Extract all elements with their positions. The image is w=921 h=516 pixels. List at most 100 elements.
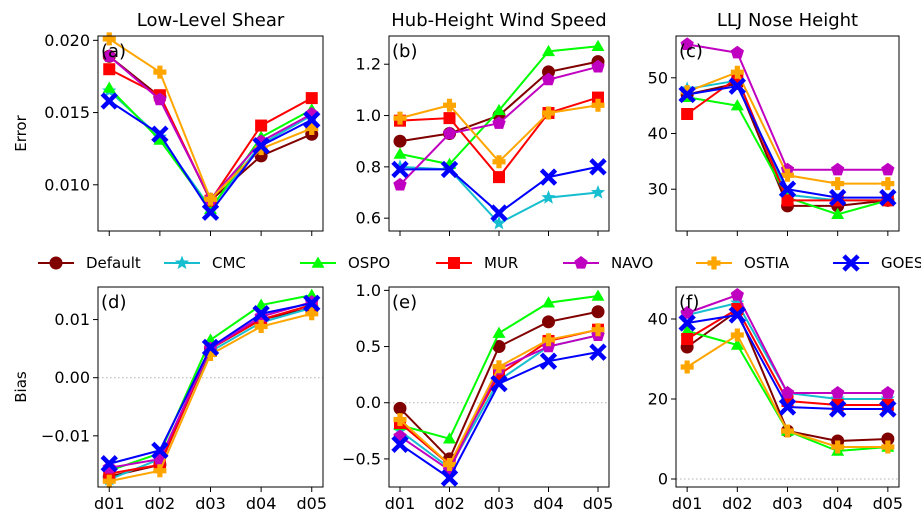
- data-point-navo-d03: [492, 116, 506, 129]
- data-point-ostia-d01: [393, 111, 407, 125]
- data-point-ospo-d02: [443, 432, 456, 444]
- legend-item-default: Default: [38, 254, 141, 272]
- data-point-mur-d03: [493, 171, 505, 184]
- data-point-default-d05: [881, 432, 895, 446]
- data-point-default-d04: [542, 315, 555, 329]
- series-line-default: [686, 309, 888, 443]
- data-point-default-d01: [393, 134, 407, 148]
- data-point-goes-16-d04: [828, 188, 847, 207]
- data-point-ostia-d03: [781, 424, 794, 438]
- data-point-goes-16-d04: [539, 168, 558, 186]
- data-point-goes-16-d05: [879, 188, 897, 207]
- data-point-ospo-d01: [102, 81, 116, 93]
- y-tick-label: 1.2: [356, 55, 381, 74]
- series-line-navo: [108, 55, 313, 201]
- data-point-goes-16-d04: [828, 400, 847, 418]
- data-point-ospo-d04: [542, 296, 555, 308]
- data-point-ostia-d04: [831, 177, 845, 191]
- y-tick-label: −0.01: [41, 426, 90, 445]
- data-point-ostia-d03: [492, 155, 506, 169]
- x-tick-label: d01: [672, 494, 703, 513]
- series-line-ospo: [108, 87, 313, 212]
- y-tick-label: 0.0: [356, 393, 381, 412]
- data-point-goes-16-d05: [589, 158, 607, 176]
- series-goes-16: [391, 343, 607, 487]
- legend-label: OSTIA: [744, 254, 790, 272]
- legend-marker-goes-16: [842, 254, 860, 272]
- legend-marker-navo: [574, 256, 588, 269]
- data-point-ostia-d05: [591, 98, 605, 112]
- data-point-navo-d02: [442, 126, 457, 140]
- x-tick-label: d03: [484, 494, 515, 513]
- data-point-ostia-d01: [102, 474, 116, 488]
- data-point-ospo-d05: [591, 289, 605, 301]
- series-line-mur: [686, 76, 888, 202]
- data-point-goes-16-d03: [778, 180, 797, 198]
- data-point-goes-16-d04: [252, 305, 270, 323]
- data-point-navo-d01: [680, 37, 694, 51]
- series-goes-16: [100, 92, 321, 221]
- data-point-ostia-d01: [393, 413, 407, 427]
- series-goes-16: [100, 294, 321, 473]
- series-line-mur: [109, 304, 313, 475]
- data-point-goes-16-d04: [252, 137, 270, 155]
- data-point-goes-16-d03: [490, 374, 508, 393]
- data-point-ospo-d02: [153, 133, 167, 145]
- data-point-navo-d01: [102, 49, 116, 62]
- data-point-goes-16-d03: [201, 338, 220, 357]
- series-navo: [680, 288, 895, 399]
- data-point-ospo-d04: [254, 298, 268, 310]
- y-tick-label: 1.0: [356, 281, 381, 300]
- data-point-ospo-d01: [393, 147, 407, 159]
- panel-d: −0.01 0.00 0.01 d01 d02 d03 d04 d05 (d) Bias: [12, 286, 327, 513]
- y-tick-label: 30: [648, 180, 668, 199]
- data-point-goes-16-d05: [879, 400, 897, 418]
- series-goes-16: [391, 158, 607, 222]
- data-point-ostia-d02: [443, 98, 456, 112]
- series-ostia: [680, 328, 895, 454]
- data-point-ostia-d02: [443, 458, 456, 472]
- x-tick-label: d01: [385, 494, 416, 513]
- data-point-mur-d05: [305, 92, 318, 105]
- data-point-goes-16-d02: [728, 306, 747, 324]
- data-point-ostia-d05: [305, 121, 319, 135]
- data-point-navo-d01: [680, 306, 694, 319]
- x-tick-label: d03: [195, 494, 226, 513]
- series-ostia: [102, 307, 319, 488]
- data-point-cmc-d01: [392, 159, 408, 173]
- series-navo: [102, 49, 319, 205]
- legend-marker-default: [49, 256, 63, 270]
- legend-item-ospo: OSPO: [300, 254, 390, 272]
- legend-item-ostia: OSTIA: [696, 254, 790, 272]
- data-point-navo-d04: [541, 72, 556, 86]
- series-goes-16: [678, 77, 897, 207]
- legend-label: CMC: [212, 254, 246, 272]
- data-point-goes-16-d01: [391, 435, 409, 453]
- data-point-ostia-d04: [254, 320, 268, 334]
- data-point-ospo-d04: [831, 207, 845, 220]
- y-axis-label: Bias: [12, 371, 30, 403]
- x-tick-label: d05: [873, 494, 904, 513]
- data-point-cmc-d03: [491, 215, 507, 230]
- data-point-navo-d01: [393, 177, 407, 191]
- legend-label: OSPO: [348, 254, 390, 272]
- data-point-ostia-d03: [204, 192, 217, 206]
- data-point-navo-d02: [730, 288, 744, 301]
- data-point-ostia-d04: [831, 440, 845, 454]
- series-line-cmc: [108, 90, 313, 210]
- panel-a: 0.010 0.015 0.020 (a) Low-Level Shear Error: [12, 10, 324, 236]
- y-tick-label: 0.015: [44, 103, 90, 122]
- data-point-goes-16-d02: [151, 125, 169, 143]
- panel-label: (e): [392, 292, 417, 313]
- y-tick-label: 0: [658, 470, 668, 489]
- series-mur: [103, 63, 318, 207]
- panel-f: 0 20 40 d01 d02 d03 d04 d05 (f): [648, 286, 904, 513]
- data-point-goes-16-d02: [728, 77, 747, 95]
- series-line-navo: [686, 43, 888, 171]
- data-point-goes-16-d05: [303, 111, 321, 129]
- data-point-mur-d05: [592, 91, 604, 104]
- y-tick-label: 1.0: [356, 106, 381, 125]
- data-point-goes-16-d01: [678, 85, 696, 104]
- data-point-ospo-d01: [680, 324, 694, 336]
